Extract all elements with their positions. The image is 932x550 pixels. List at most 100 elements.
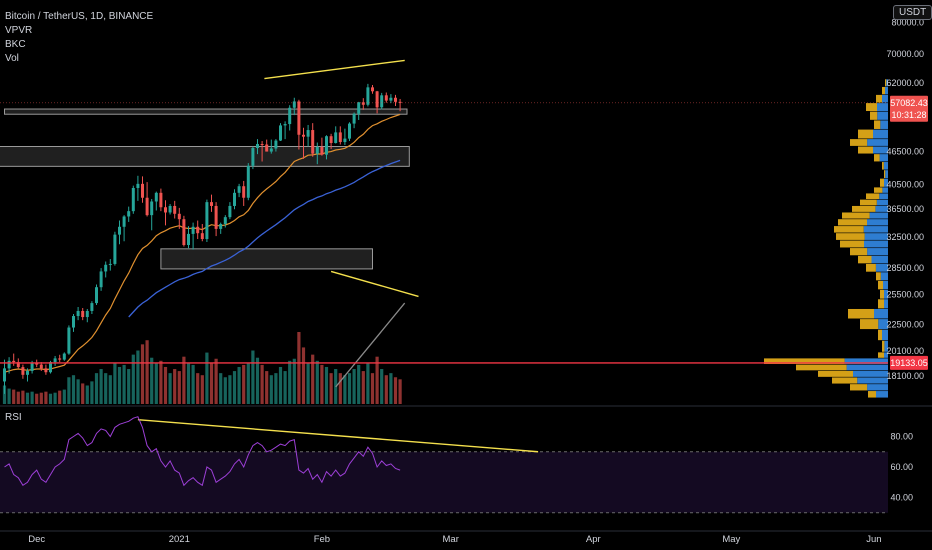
candle [159, 188, 163, 212]
trendline [264, 59, 405, 80]
candle-body [30, 363, 34, 371]
candle [58, 354, 62, 363]
indicator-vol-label[interactable]: Vol [5, 53, 19, 64]
candle-body [329, 136, 333, 144]
candle [366, 83, 370, 107]
vpvr-up-bar [864, 240, 888, 248]
candle-body [306, 130, 310, 137]
indicator-vpvr-label[interactable]: VPVR [5, 25, 33, 36]
vpvr-up-bar [863, 226, 888, 233]
price-tick-label: 46500.00 [886, 147, 924, 157]
vpvr-up-bar [873, 129, 888, 139]
candle-body [210, 202, 213, 206]
candle-body [7, 360, 11, 369]
volume-bar [71, 375, 76, 404]
vpvr-up-bar [864, 233, 888, 240]
candle-body [150, 201, 154, 216]
vpvr-up-bar [877, 103, 888, 112]
candle [205, 199, 209, 243]
volume-bar [311, 354, 315, 404]
candle-body [154, 192, 158, 202]
vpvr-up-bar [844, 358, 888, 364]
vpvr-down-bar [832, 377, 858, 384]
vpvr-down-bar [858, 146, 873, 154]
candle-body [219, 223, 223, 229]
vpvr-up-bar [882, 94, 888, 103]
volume-bar [21, 390, 25, 404]
indicator-bkc-label[interactable]: BKC [5, 39, 26, 50]
volume-bar [315, 360, 319, 404]
candle-body [205, 202, 209, 240]
rsi-pane-label[interactable]: RSI [5, 412, 22, 423]
candle-body [357, 102, 361, 114]
volume-bar [370, 373, 375, 404]
candle [320, 137, 324, 156]
vpvr-up-bar [880, 272, 888, 281]
volume-bar [361, 371, 365, 404]
volume-bar [301, 347, 306, 404]
candle-body [49, 362, 52, 373]
volume-bar [117, 366, 122, 404]
candle [292, 97, 296, 116]
candle-body [260, 144, 264, 146]
candle-body [136, 183, 140, 188]
time-tick-label: 2021 [169, 534, 190, 545]
vpvr-down-bar [878, 352, 884, 358]
candle-body [274, 140, 278, 149]
candle [210, 194, 213, 212]
candle [90, 301, 94, 314]
vpvr-down-bar [850, 248, 868, 256]
volume-bar [255, 357, 260, 404]
volume-bar [108, 375, 112, 404]
price-tick-label: 25500.00 [886, 290, 924, 300]
vpvr-up-bar [869, 212, 888, 219]
candle-body [338, 132, 342, 143]
currency-button[interactable]: USDT [893, 5, 932, 20]
ema-long-line [128, 159, 401, 318]
volume-bar [347, 373, 352, 404]
candle [375, 90, 379, 114]
candle-body [44, 368, 48, 373]
volume-bar [62, 389, 66, 404]
vpvr-up-bar [884, 178, 888, 187]
candle-body [39, 364, 43, 369]
candle-body [233, 192, 236, 206]
candle [113, 231, 117, 266]
price-tick-label: 20100.00 [886, 346, 924, 356]
candle-body [168, 205, 172, 213]
candle-body [352, 113, 356, 124]
candle [196, 220, 200, 240]
vpvr-down-bar [878, 280, 883, 290]
candle [95, 284, 98, 306]
candle [357, 101, 361, 120]
price-tick-label: 22500.00 [886, 319, 924, 329]
support-price-label: 19133.05 [890, 358, 928, 368]
volume-bar [131, 354, 135, 404]
vpvr-down-bar [860, 319, 879, 330]
candle [131, 185, 135, 214]
price-tick-label: 40500.00 [886, 179, 924, 189]
volume-bar [278, 366, 283, 404]
time-tick-label: Mar [443, 534, 459, 545]
candle-body [72, 316, 75, 328]
price-tick-label: 32500.00 [886, 232, 924, 242]
candle-body [196, 226, 200, 234]
candle [104, 261, 108, 278]
candle [127, 206, 131, 222]
volume-bar [163, 366, 168, 404]
candle-body [283, 124, 287, 126]
candle [154, 191, 158, 211]
vpvr-down-bar [880, 178, 884, 187]
candle [398, 98, 402, 112]
candle [223, 215, 227, 228]
candle-body [366, 87, 370, 105]
vpvr-down-bar [880, 289, 884, 299]
vpvr-down-bar [885, 79, 887, 87]
current-price-tag [890, 95, 928, 122]
candle-body [173, 205, 177, 214]
volume-bar [67, 377, 71, 404]
time-tick-label: May [722, 534, 740, 545]
vpvr-down-bar [866, 263, 876, 272]
